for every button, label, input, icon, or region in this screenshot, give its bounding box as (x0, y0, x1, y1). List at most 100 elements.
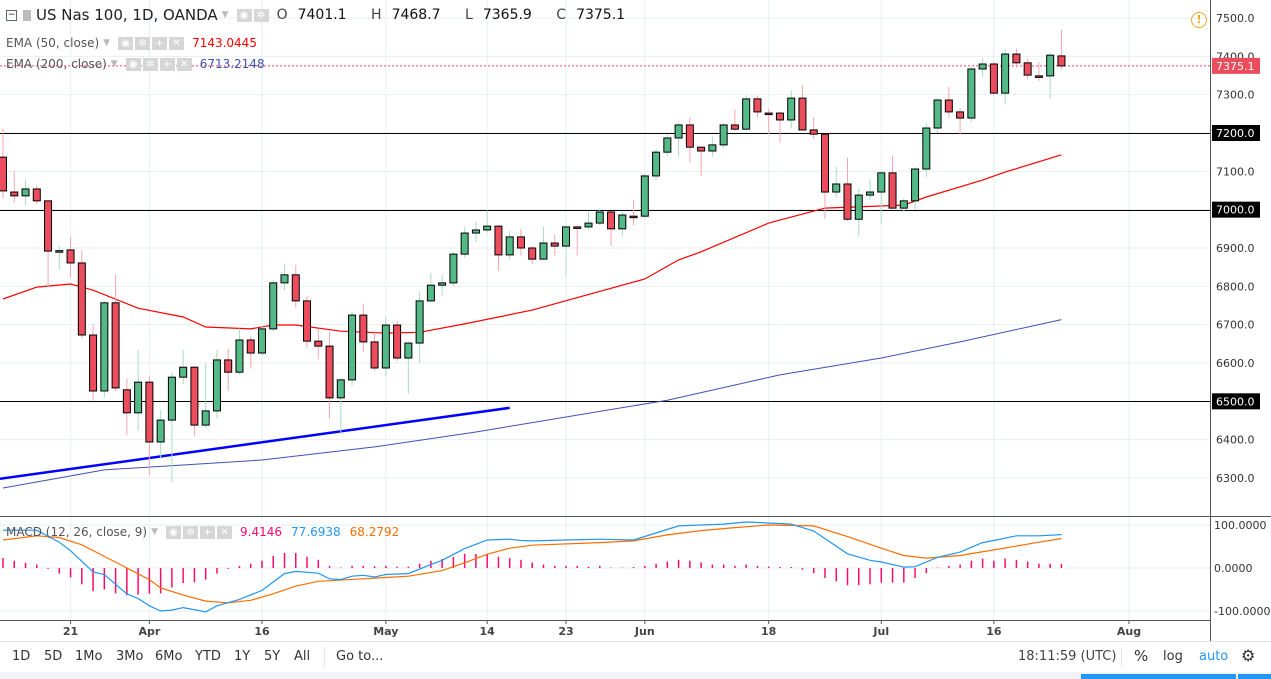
eye-icon[interactable]: ◉ (125, 57, 141, 71)
candle (1001, 48, 1010, 105)
flag-icon (23, 9, 31, 21)
candle-body (787, 97, 796, 121)
candle (663, 134, 672, 156)
candle (179, 349, 188, 385)
candle-body (922, 127, 931, 170)
chart-canvas[interactable]: 7500.07400.07300.07200.07100.07000.06900… (0, 0, 1271, 641)
candle-body (122, 389, 131, 414)
gear-icon[interactable]: ✲ (142, 57, 158, 71)
range-6mo[interactable]: 6Mo (155, 649, 183, 664)
panel-tab[interactable] (1238, 674, 1271, 679)
candle (1023, 58, 1032, 80)
macd-line-value: 77.6938 (291, 525, 341, 539)
candle-body (100, 302, 109, 392)
gear-icon[interactable]: ✲ (253, 8, 269, 22)
gear-icon[interactable]: ✲ (135, 36, 151, 50)
candle (539, 226, 548, 261)
percent-toggle[interactable]: % (1134, 647, 1149, 665)
candle (370, 331, 379, 371)
candle-body (280, 274, 289, 284)
eye-icon[interactable]: ◉ (166, 525, 182, 539)
candle (652, 149, 661, 181)
candle-body (607, 211, 616, 230)
bottom-toolbar: 1D 5D 1Mo 3Mo 6Mo YTD 1Y 5Y All Go to...… (0, 641, 1271, 672)
range-5d[interactable]: 5D (44, 649, 63, 664)
exclamation-circle-icon[interactable]: ! (1191, 12, 1207, 28)
time-tick-label: 21 (63, 625, 78, 638)
candle (212, 349, 221, 419)
range-3mo[interactable]: 3Mo (116, 649, 144, 664)
gear-icon[interactable]: ⚙ (1241, 646, 1256, 665)
candle (956, 108, 965, 135)
time-tick-label: May (373, 625, 398, 638)
candle (573, 225, 582, 256)
candle (303, 296, 312, 348)
macd-label[interactable]: MACD (12, 26, close, 9) (6, 525, 148, 539)
collapse-icon[interactable]: − (6, 9, 17, 21)
range-all[interactable]: All (294, 649, 311, 664)
ema50-value: 7143.0445 (192, 36, 257, 50)
eye-icon[interactable]: ◉ (118, 36, 134, 50)
price-tick-label: 7500.0 (1216, 12, 1255, 25)
candle (404, 341, 413, 394)
chevron-down-icon[interactable]: ▼ (103, 38, 111, 48)
ohlc-values: O 7401.1 H 7468.7 L 7365.9 C 7375.1 (277, 7, 646, 23)
candle (832, 166, 841, 199)
chevron-down-icon[interactable]: ▼ (110, 59, 118, 69)
range-1d[interactable]: 1D (12, 649, 31, 664)
time-tick-label: 23 (558, 625, 573, 638)
candle-body (167, 376, 176, 421)
ema200-label[interactable]: EMA (200, close) (6, 57, 107, 71)
range-5y[interactable]: 5Y (264, 649, 281, 664)
candle (708, 136, 717, 157)
macd-signal-line (2, 524, 1062, 604)
candle-body (291, 274, 300, 302)
plus-icon[interactable]: + (152, 36, 168, 50)
close-icon[interactable]: ✕ (217, 525, 233, 539)
candle-body (809, 129, 818, 135)
symbol-title[interactable]: US Nas 100, 1D, OANDA (36, 6, 218, 24)
panel-tab[interactable] (1081, 674, 1236, 679)
candle (505, 230, 514, 260)
ema50-label[interactable]: EMA (50, close) (6, 36, 100, 50)
candle (134, 349, 143, 431)
candle (820, 133, 829, 220)
gear-icon[interactable]: ✲ (183, 525, 199, 539)
candle (911, 167, 920, 210)
range-ytd[interactable]: YTD (195, 649, 221, 664)
candle (314, 328, 323, 360)
candle-body (640, 175, 649, 217)
time-tick-label: 18 (761, 625, 776, 638)
eye-icon[interactable]: ◉ (236, 8, 252, 22)
candle-body (134, 381, 143, 414)
last-price-label: 7375.1 (1216, 60, 1255, 73)
log-toggle[interactable]: log (1163, 649, 1183, 664)
candle-body (77, 262, 86, 336)
goto-button[interactable]: Go to... (336, 649, 384, 664)
plus-icon[interactable]: + (159, 57, 175, 71)
candle-body (820, 133, 829, 193)
candle (854, 188, 863, 237)
plus-icon[interactable]: + (200, 525, 216, 539)
candle (145, 376, 154, 475)
candle-body (1001, 53, 1010, 94)
candle-body (381, 324, 390, 369)
chevron-down-icon[interactable]: ▼ (221, 10, 229, 20)
candle-body (539, 242, 548, 260)
candle (89, 324, 98, 402)
range-1y[interactable]: 1Y (234, 649, 251, 664)
candle-body (584, 222, 593, 228)
candle (967, 67, 976, 122)
close-icon[interactable]: ✕ (176, 57, 192, 71)
auto-toggle[interactable]: auto (1199, 649, 1229, 664)
candle-body (55, 250, 64, 253)
range-1mo[interactable]: 1Mo (75, 649, 103, 664)
candle (0, 129, 7, 199)
chevron-down-icon[interactable]: ▼ (151, 527, 159, 537)
candle (167, 372, 176, 482)
candle-body (471, 229, 480, 234)
candle (989, 61, 998, 95)
close-icon[interactable]: ✕ (169, 36, 185, 50)
clock[interactable]: 18:11:59 (UTC) (1018, 649, 1117, 664)
candle-body (257, 328, 266, 354)
